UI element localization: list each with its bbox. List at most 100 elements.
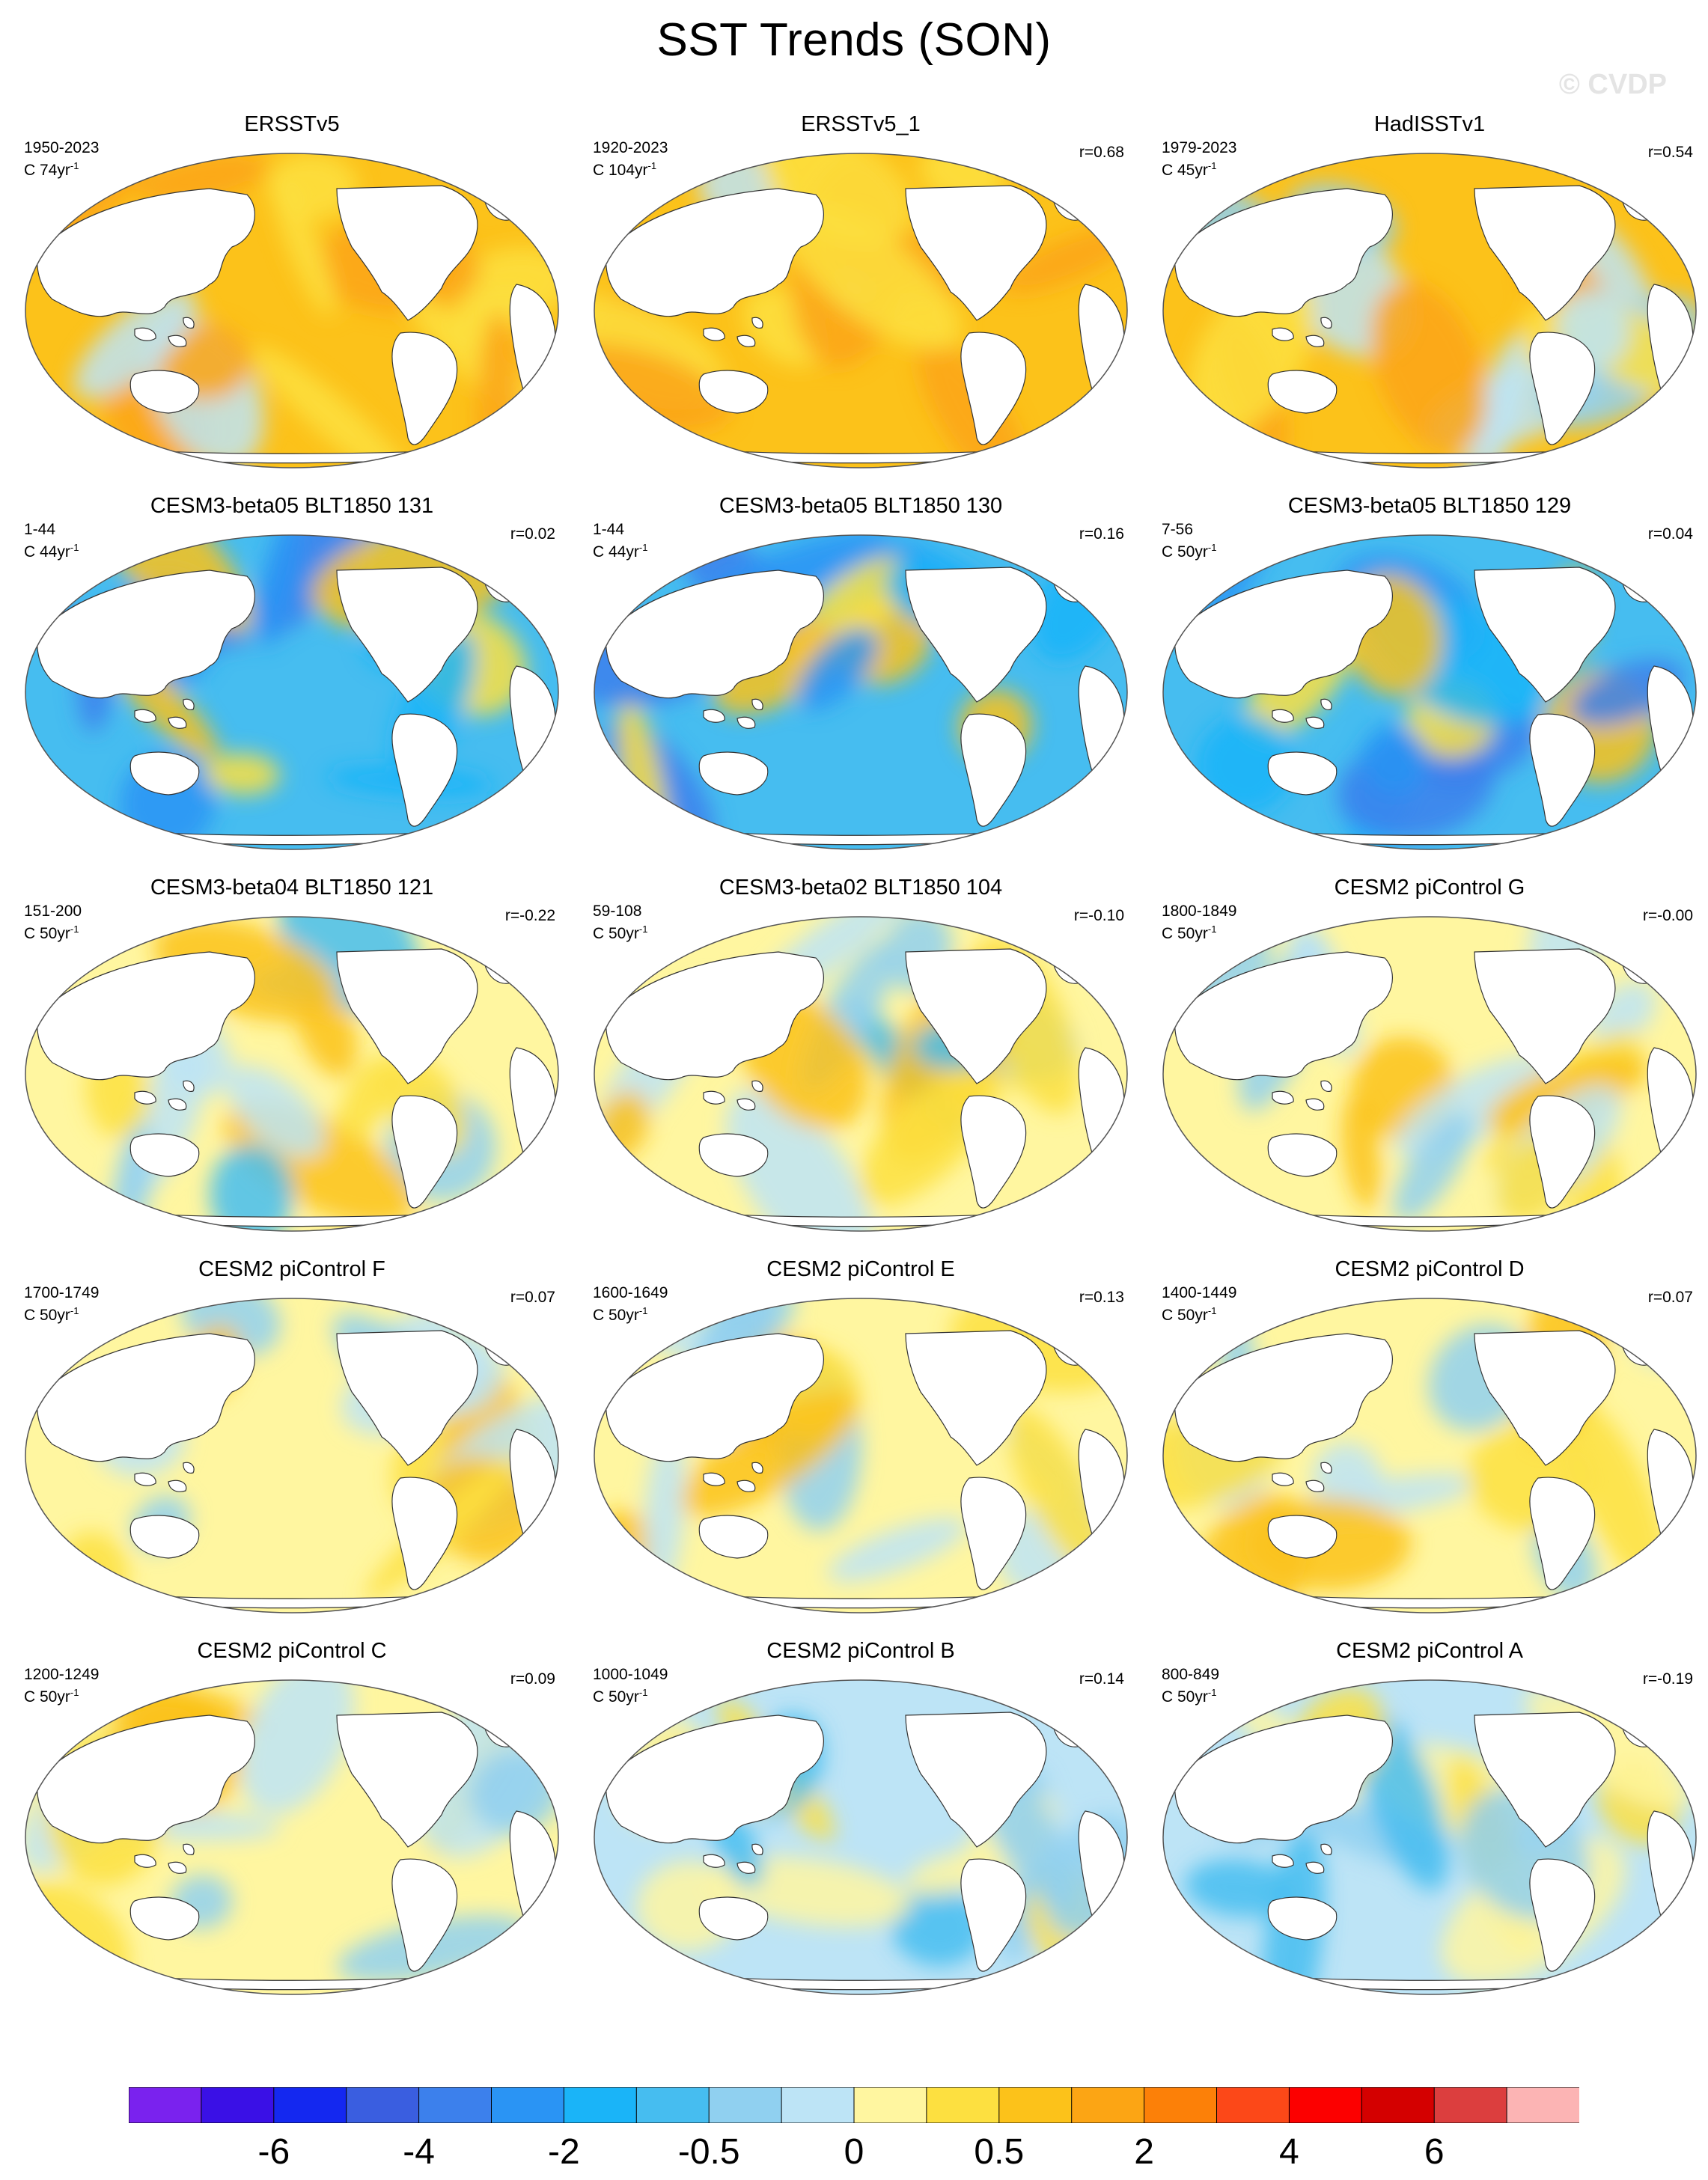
panel-period: 1000-1049 — [593, 1666, 668, 1683]
land-mass — [183, 1843, 195, 1855]
panel-units: C 50yr-1 — [24, 920, 79, 943]
land-mass — [391, 332, 458, 445]
land-mass — [1474, 948, 1616, 1084]
sst-anomaly-region — [827, 1518, 967, 1583]
land-mass — [1267, 751, 1338, 796]
sst-anomaly-region — [226, 1065, 325, 1158]
panel-units: C 50yr-1 — [593, 1684, 647, 1706]
panel-period: 151-200 — [24, 903, 82, 920]
land-mass — [183, 317, 195, 329]
map-outline — [1162, 916, 1697, 1232]
panel-units-exponent: -1 — [1207, 160, 1217, 171]
map-outline — [594, 534, 1128, 850]
land-mass — [698, 1133, 769, 1177]
sst-trend-map — [25, 1298, 559, 1613]
sst-anomaly-region — [1007, 1407, 1111, 1581]
land-mass — [1474, 1330, 1616, 1466]
land-mass — [905, 948, 1047, 1084]
sst-anomaly-region — [725, 1089, 873, 1231]
panel-pattern-correlation: r=-0.00 — [1642, 907, 1693, 924]
sst-anomaly-region — [859, 1066, 999, 1206]
map-panel-grid: ERSSTv5 1950-2023 C 74yr-1 ERSSTv5_1 1920-20… — [9, 112, 1708, 2006]
map-outline — [1162, 1298, 1697, 1613]
colorbar-tick-label: -2 — [548, 2132, 580, 2172]
sst-trend-map — [25, 153, 559, 468]
sst-anomaly-region — [267, 153, 359, 219]
panel-units-exponent: -1 — [70, 923, 79, 935]
colorbar-swatch — [781, 2087, 855, 2123]
land-mass — [37, 951, 255, 1081]
land-mass — [336, 567, 478, 703]
colorbar-swatch — [491, 2087, 565, 2123]
panel-units-text: C 50yr — [1162, 1307, 1208, 1324]
colorbar-swatch — [418, 2087, 492, 2123]
land-mass — [129, 1133, 200, 1177]
land-mass — [183, 698, 195, 710]
land-mass — [1529, 1858, 1596, 1972]
land-mass — [1529, 1095, 1596, 1209]
panel-units-text: C 50yr — [1162, 543, 1208, 561]
panel-period: 1-44 — [24, 521, 56, 538]
panel-pattern-correlation: r=0.09 — [510, 1670, 555, 1688]
colorbar-tick-label: 6 — [1424, 2132, 1445, 2172]
colorbar-swatch — [346, 2087, 420, 2123]
sst-anomaly-region — [74, 289, 197, 399]
map-outline — [25, 1298, 559, 1613]
map-panel: CESM2 piControl A 800-849 C 50yr-1 r=-0.19 — [1147, 1639, 1708, 2006]
land-mass — [698, 370, 769, 414]
colorbar-tick-label: 2 — [1134, 2132, 1154, 2172]
sst-anomaly-region — [204, 753, 280, 796]
panel-title: CESM3-beta05 BLT1850 130 — [719, 494, 1003, 518]
map-panel: CESM2 piControl F 1700-1749 C 50yr-1 r=0.07 — [9, 1257, 575, 1624]
panel-title: CESM2 piControl A — [1336, 1639, 1523, 1663]
panel-units: C 44yr-1 — [24, 539, 79, 561]
land-mass — [37, 570, 255, 699]
land-mass — [736, 1861, 756, 1874]
colorbar-swatch — [998, 2087, 1073, 2123]
land-mass — [1320, 1462, 1332, 1474]
colorbar-tick-label: 0 — [844, 2132, 864, 2172]
land-mass — [905, 1330, 1047, 1466]
sst-anomaly-region — [1341, 1094, 1381, 1210]
land-mass — [391, 1858, 458, 1972]
land-mass — [751, 317, 763, 329]
colorbar-tick-label: -6 — [257, 2132, 290, 2172]
land-mass — [1529, 713, 1596, 827]
map-outline — [594, 1298, 1128, 1613]
land-mass — [736, 335, 756, 347]
panel-units: C 50yr-1 — [24, 1684, 79, 1706]
land-mass — [129, 751, 200, 796]
land-mass — [1174, 1715, 1393, 1844]
panel-title: ERSSTv5 — [244, 112, 340, 136]
panel-units-text: C 50yr — [593, 925, 639, 942]
map-outline — [1162, 153, 1697, 468]
panel-units: C 104yr-1 — [593, 157, 656, 180]
land-mass — [336, 1330, 478, 1466]
panel-period: 800-849 — [1162, 1666, 1220, 1683]
panel-units-text: C 45yr — [1162, 162, 1208, 179]
sst-anomaly-region — [240, 1680, 355, 1815]
land-mass — [703, 327, 725, 341]
land-mass — [37, 1715, 255, 1844]
land-mass — [336, 185, 478, 321]
panel-units: C 50yr-1 — [1162, 539, 1216, 561]
panel-units-exponent: -1 — [1207, 542, 1217, 553]
sst-trend-map — [1162, 153, 1697, 468]
land-mass — [703, 709, 725, 723]
panel-units-exponent: -1 — [638, 542, 648, 553]
sst-trend-map — [1162, 1298, 1697, 1613]
land-mass — [1267, 1896, 1338, 1941]
map-outline — [1162, 1679, 1697, 1995]
panel-pattern-correlation: r=0.07 — [1647, 1289, 1693, 1306]
sst-anomaly-region — [796, 627, 878, 710]
sst-anomaly-region — [1312, 1441, 1382, 1514]
land-mass — [134, 327, 156, 341]
colorbar-tick-label: -0.5 — [677, 2132, 740, 2172]
land-mass — [1174, 188, 1393, 317]
land-mass — [391, 1477, 458, 1590]
colorbar-swatch — [708, 2087, 783, 2123]
land-mass — [37, 1333, 255, 1462]
land-mass — [1320, 698, 1332, 710]
panel-period: 59-108 — [593, 903, 642, 920]
panel-units: C 50yr-1 — [593, 920, 647, 943]
